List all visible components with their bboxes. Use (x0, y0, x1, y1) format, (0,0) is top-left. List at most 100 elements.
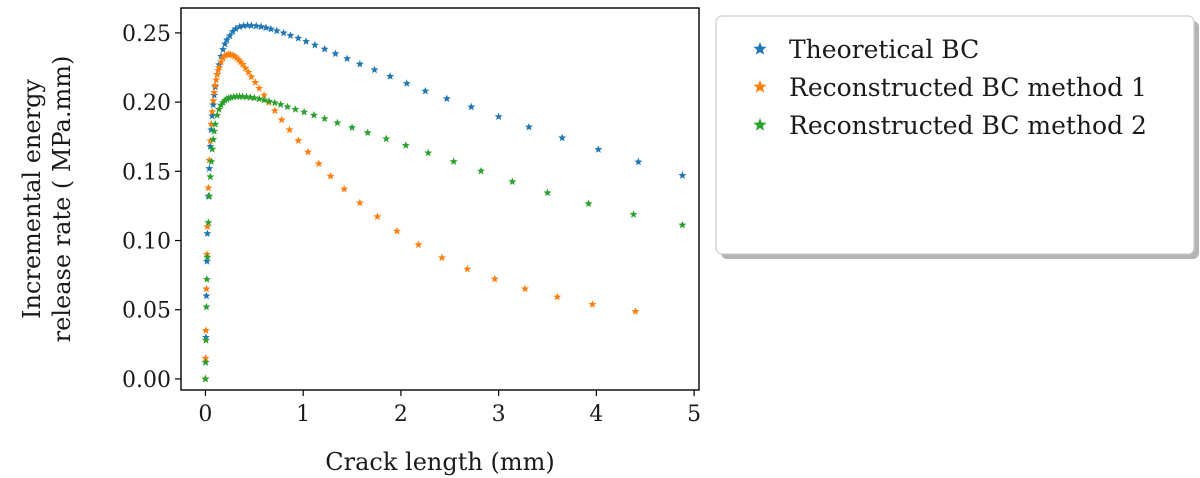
data-point (584, 199, 593, 208)
data-point (201, 335, 210, 344)
data-point (207, 120, 216, 128)
data-point (238, 92, 247, 100)
data-point (262, 23, 271, 32)
data-point (521, 284, 530, 293)
data-point (244, 68, 253, 76)
data-point (220, 39, 229, 48)
y-tick-label: 0.10 (122, 230, 171, 255)
data-point (326, 171, 335, 180)
data-point (205, 164, 214, 172)
data-point (294, 136, 303, 144)
data-point (202, 275, 211, 283)
data-point (211, 120, 220, 128)
data-point (382, 134, 391, 143)
data-point (201, 353, 210, 362)
data-point (202, 284, 211, 293)
data-point (220, 96, 229, 104)
data-point (294, 33, 303, 42)
data-point (543, 188, 552, 197)
data-point (266, 24, 275, 33)
data-point (424, 148, 433, 157)
data-point (421, 86, 430, 95)
data-point (213, 111, 222, 119)
data-point (211, 81, 220, 89)
data-point (558, 133, 567, 142)
data-point (442, 94, 451, 103)
data-point (202, 250, 211, 258)
data-point (283, 102, 292, 111)
data-point (222, 35, 231, 44)
data-point (213, 70, 222, 78)
data-point (228, 27, 237, 35)
data-point (202, 257, 211, 265)
data-point (210, 88, 219, 96)
data-point (252, 21, 261, 30)
data-point (202, 302, 211, 311)
data-point (204, 218, 213, 226)
data-point (222, 94, 231, 103)
y-axis-label: Incremental energy release rate ( MPa.mm… (18, 56, 76, 343)
legend-box (715, 15, 1195, 255)
data-point (201, 374, 210, 383)
data-point (386, 72, 395, 80)
data-point (310, 40, 319, 49)
data-point (634, 157, 643, 166)
data-point (264, 97, 273, 105)
data-point (300, 107, 309, 116)
data-point (203, 222, 212, 231)
data-point (246, 93, 255, 101)
legend-marker (753, 42, 767, 55)
x-tick-label: 2 (394, 402, 408, 427)
legend-marker (753, 80, 767, 93)
x-axis-ticks: 0 1 2 3 4 5 (198, 390, 701, 427)
y-tick-label: 0.20 (122, 91, 171, 116)
data-point (250, 93, 259, 102)
data-point (286, 31, 295, 39)
y-tick-label: 0.25 (122, 22, 171, 47)
legend-label: Reconstructed BC method 1 (789, 73, 1147, 102)
legend-marker (753, 118, 767, 131)
data-point (594, 145, 603, 153)
data-point (206, 142, 215, 150)
data-point (370, 65, 379, 74)
x-tick-label: 4 (589, 402, 603, 427)
data-point (255, 84, 264, 92)
x-tick-label: 0 (198, 402, 212, 427)
data-point (208, 107, 217, 116)
data-point (201, 326, 210, 334)
data-point (220, 51, 229, 60)
legend-items: Theoretical BC Reconstructed BC method 1 R… (753, 35, 1147, 140)
data-point (236, 57, 245, 66)
data-point (215, 63, 224, 71)
data-point (490, 274, 499, 283)
data-point (277, 115, 286, 124)
data-point (204, 183, 213, 192)
data-point (203, 252, 212, 261)
data-point (205, 192, 214, 200)
data-point (437, 253, 446, 262)
data-point (209, 100, 218, 109)
data-point (242, 92, 251, 101)
data-point (414, 240, 423, 249)
series-2 (201, 50, 640, 383)
data-point (355, 198, 364, 207)
data-point (209, 135, 218, 143)
legend: Theoretical BC Reconstructed BC method 1 R… (715, 15, 1199, 259)
data-point (217, 57, 226, 66)
x-tick-label: 3 (492, 402, 506, 427)
data-point (210, 91, 219, 99)
data-point (302, 37, 311, 45)
data-point (320, 44, 329, 53)
data-point (270, 106, 279, 115)
data-point (232, 53, 241, 62)
data-point (343, 54, 352, 63)
series-1 (201, 21, 687, 383)
legend-label: Theoretical BC (789, 35, 979, 64)
data-point (588, 300, 597, 308)
data-point (206, 136, 215, 145)
data-point (309, 111, 318, 119)
y-axis-ticks: 0.00 0.05 0.10 0.15 0.20 0.25 (122, 22, 181, 393)
data-point (235, 22, 244, 31)
data-point (257, 22, 266, 31)
